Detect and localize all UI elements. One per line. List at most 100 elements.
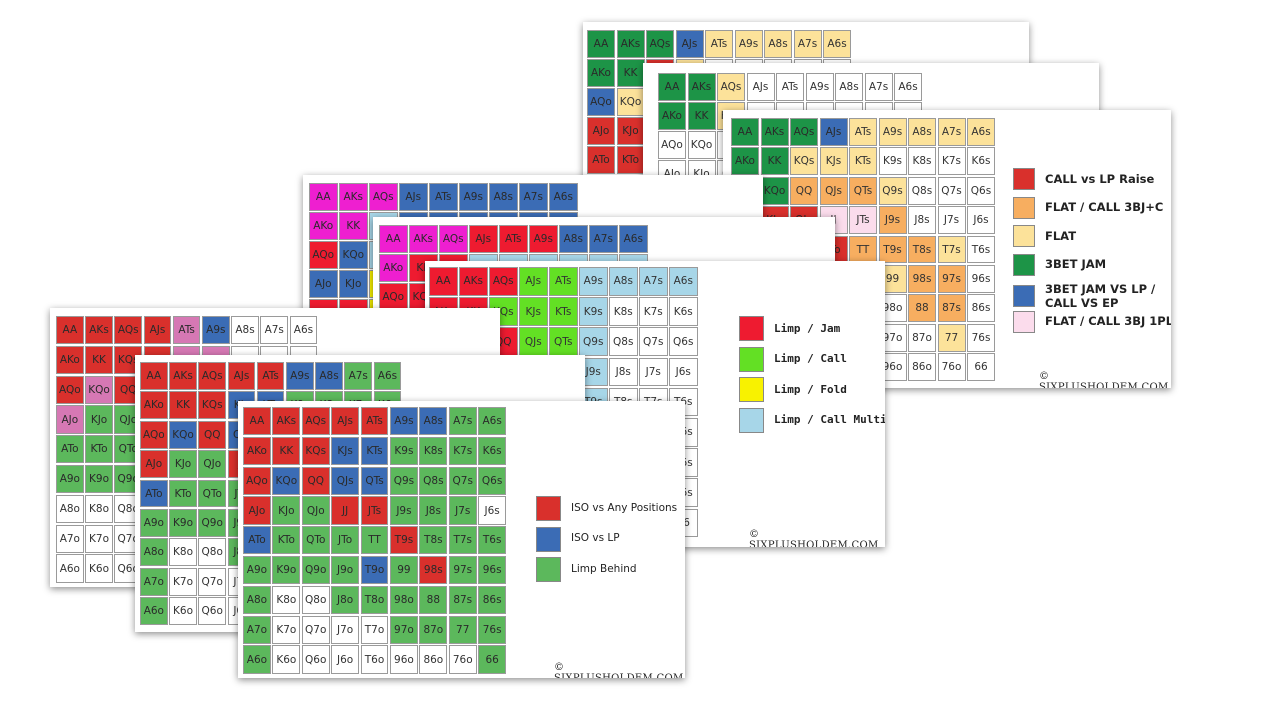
hand-cell: AA	[379, 225, 408, 253]
hand-cell: A9o	[56, 465, 84, 494]
hand-cell: AQs	[489, 267, 518, 296]
hand-cell: ATs	[256, 362, 285, 390]
hand-cell: 99	[390, 556, 418, 585]
hand-cell: J9s	[390, 496, 418, 525]
hand-cell: A7s	[448, 407, 477, 436]
hand-cell: J9o	[331, 556, 360, 585]
hand-cell: T6s	[478, 526, 507, 555]
hand-cell: 88	[908, 294, 936, 323]
hand-cell: A6s	[289, 316, 318, 345]
hand-cell: QQ	[301, 466, 330, 495]
hand-cell: AKo	[309, 212, 338, 240]
hand-cell: J8s	[908, 206, 936, 235]
legend-label: ISO vs LP	[571, 532, 620, 545]
hand-cell: AQo	[379, 283, 408, 311]
hand-cell: KQs	[198, 391, 227, 420]
hand-cell: A8o	[56, 494, 84, 524]
hand-cell: ATo	[140, 479, 168, 508]
hand-cell: ATo	[243, 526, 271, 555]
hand-cell: AA	[429, 267, 458, 296]
hand-cell: QJo	[198, 450, 227, 479]
legend-label: ISO vs Any Positions	[571, 501, 678, 514]
hand-cell: TT	[849, 235, 877, 264]
hand-cell: AQo	[56, 375, 84, 404]
hand-cell: 87o	[419, 615, 448, 644]
hand-cell: 96s	[478, 556, 507, 585]
hand-cell: K9o	[169, 509, 197, 537]
legend-label: 3BET JAM VS LP / CALL VS EP	[1045, 282, 1156, 311]
hand-cell: 88	[419, 585, 448, 615]
hand-cell: Q9s	[390, 466, 418, 495]
hand-cell: QQ	[790, 176, 818, 205]
hand-cell: KJo	[616, 117, 645, 145]
hand-cell: AKo	[731, 147, 759, 176]
hand-cell: T7s	[937, 235, 966, 264]
hand-cell: K7o	[169, 567, 197, 596]
hand-cell: A9s	[529, 225, 558, 253]
hand-cell: AJs	[399, 183, 428, 211]
legend-item: FLAT / CALL 3BJ+C	[1013, 196, 1163, 219]
hand-cell: A6s	[669, 267, 698, 296]
hand-cell: KK	[687, 102, 716, 130]
hand-cell: AKs	[85, 316, 113, 345]
hand-cell: AJo	[243, 496, 271, 525]
hand-cell: Q8s	[419, 466, 448, 495]
hand-cell: 77	[937, 323, 966, 352]
hand-cell: AJs	[469, 225, 498, 253]
hand-cell: K6o	[272, 645, 301, 674]
hand-cell: J6s	[967, 206, 995, 235]
hand-cell: J8o	[331, 585, 360, 615]
hand-cell: ATo	[587, 146, 615, 174]
hand-cell: A8s	[609, 267, 638, 296]
hand-cell: QJo	[301, 496, 330, 525]
hand-cell: AA	[309, 183, 338, 211]
hand-cell: A7o	[56, 524, 84, 553]
hand-cell: KK	[272, 436, 301, 466]
hand-cell: A6o	[56, 554, 84, 583]
hand-cell: JTo	[331, 526, 360, 555]
hand-cell: AKs	[272, 407, 301, 436]
hand-cell: AJo	[587, 117, 615, 145]
hand-cell: K8o	[85, 494, 113, 524]
hand-cell: KQo	[687, 131, 716, 159]
hand-cell: A9s	[805, 73, 834, 101]
legend-item: Limp / Call Multiway	[739, 407, 885, 433]
hand-cell: AJs	[331, 407, 360, 436]
hand-cell: AQs	[369, 183, 398, 211]
hand-cell: QTs	[549, 327, 578, 357]
hand-cell: K6s	[669, 297, 698, 326]
hand-cell: K8o	[272, 585, 301, 615]
hand-cell: Q8o	[198, 538, 227, 567]
legend-swatch	[536, 496, 561, 521]
hand-cell: JTs	[360, 496, 389, 525]
hand-cell: A7s	[864, 73, 893, 101]
hand-cell: AKo	[379, 254, 408, 282]
hand-cell: A7o	[243, 615, 271, 644]
copyright: © SIXPLUSHOLDEM.COM	[749, 529, 879, 547]
hand-cell: A7o	[140, 567, 168, 596]
legend-item: Limp / Jam	[739, 316, 840, 341]
legend-swatch	[1013, 168, 1035, 190]
hand-cell: A8s	[908, 118, 936, 146]
hand-cell: AA	[140, 362, 168, 390]
hand-cell: K7s	[937, 147, 966, 176]
legend-item: Limp / Call	[739, 346, 847, 372]
hand-cell: K8s	[419, 436, 448, 466]
hand-cell: AKs	[459, 267, 488, 296]
hand-cell: 96o	[390, 645, 418, 674]
hand-cell: A6s	[894, 73, 922, 101]
hand-cell: 98s	[908, 265, 936, 293]
hand-cell: Q7o	[301, 615, 330, 644]
hand-cell: QTo	[198, 479, 227, 508]
hand-cell: AKo	[56, 345, 84, 375]
legend-item: Limp / Fold	[739, 377, 847, 402]
hand-cell: K6s	[478, 436, 507, 466]
hand-cell: KQs	[301, 436, 330, 466]
hand-cell: J6o	[331, 645, 360, 674]
hand-cell: A7s	[344, 362, 373, 390]
hand-cell: J7s	[448, 496, 477, 525]
hand-cell: KTo	[616, 146, 645, 174]
hand-cell: QJs	[819, 176, 848, 205]
hand-cell: T6s	[967, 235, 995, 264]
legend-item: FLAT / CALL 3BJ 1PLR	[1013, 310, 1171, 333]
